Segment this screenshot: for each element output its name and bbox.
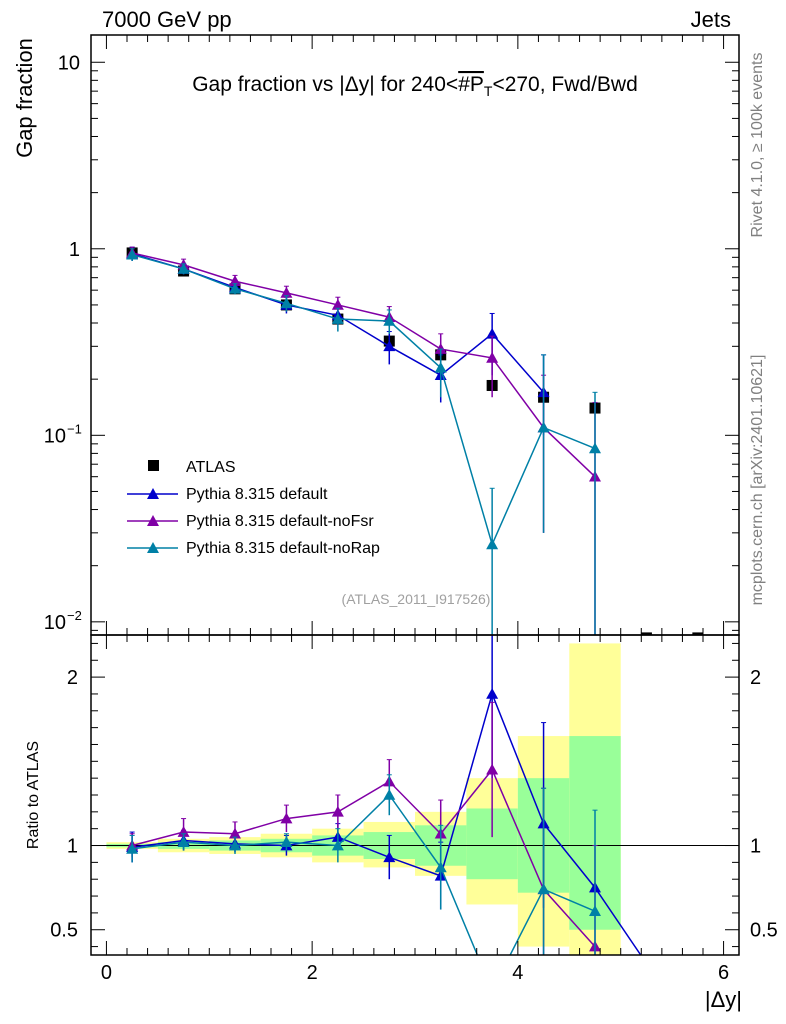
legend-label-norap: Pythia 8.315 default-noRap [186, 540, 380, 557]
title-pt-subscript: T [484, 83, 493, 99]
y-axis-title-top: Gap fraction [12, 38, 37, 158]
top-marker-noRap-8 [537, 421, 550, 433]
ratio-line-noFsr [131, 768, 596, 948]
top-line-noRap [131, 253, 596, 547]
top-marker-noRap-6 [434, 361, 447, 373]
x-axis-title: |Δy| [705, 987, 742, 1012]
atlas-data-point-10 [640, 632, 652, 635]
legend: ATLAS Pythia 8.315 default Pythia 8.315 … [127, 459, 380, 557]
ratio-marker-noRap-3 [280, 836, 293, 847]
title-pt-symbol: #P [458, 73, 484, 96]
top-marker-noRap-2 [229, 282, 241, 294]
mcplots-label: mcplots.cern.ch [arXiv:2401.10621] [749, 355, 766, 606]
legend-label-nofsr: Pythia 8.315 default-noFsr [186, 513, 374, 530]
y-tick-label-top: 10 [58, 52, 80, 74]
ratio-y-tick-label-right: 2 [750, 667, 761, 689]
ratio-panel-frame [90, 634, 740, 956]
ratio-marker-noRap-8 [537, 883, 550, 895]
top-marker-noRap-5 [383, 315, 396, 326]
ratio-marker-noRap-7 [486, 984, 498, 995]
ratio-marker-default-5 [383, 851, 396, 863]
ratio-marker-noFsr-2 [229, 827, 241, 839]
x-tick-label: 2 [307, 962, 318, 984]
legend-marker-default [147, 488, 159, 499]
legend-label-atlas: ATLAS [186, 459, 236, 476]
top-marker-noRap-3 [280, 297, 293, 309]
ratio-y-tick-label-left: 0.5 [50, 920, 78, 942]
ratio-marker-noFsr-1 [177, 826, 190, 837]
ratio-marker-default-10 [640, 957, 652, 968]
ratio-marker-noFsr-7 [486, 763, 499, 775]
header-jets-label: Jets [691, 7, 731, 32]
top-marker-noRap-1 [177, 262, 190, 274]
top-marker-noFsr-6 [434, 343, 447, 354]
y-tick-label-exponent: −1 [67, 421, 82, 436]
analysis-watermark: (ATLAS_2011_I917526) [342, 591, 491, 607]
top-marker-default-5 [383, 340, 396, 352]
chart-title: Gap fraction vs |Δy| for 240<#PT<270, Fw… [192, 73, 638, 99]
top-marker-default-7 [486, 327, 499, 339]
ratio-line-noRap [132, 793, 596, 955]
top-marker-noRap-0 [126, 248, 139, 260]
x-tick-label: 0 [101, 962, 112, 984]
x-tick-label: 4 [512, 962, 523, 984]
top-marker-noRap-4 [331, 313, 344, 324]
legend-marker-norap [147, 542, 159, 553]
y-tick-label-top: 10 [44, 425, 66, 447]
ratio-y-tick-label-left: 1 [67, 836, 78, 858]
y-tick-label-exponent: −2 [67, 608, 82, 623]
y-axis-title-bottom: Ratio to ATLAS [25, 741, 42, 849]
legend-label-default: Pythia 8.315 default [186, 486, 328, 503]
top-panel-marks [126, 246, 704, 635]
top-marker-noFsr-7 [486, 351, 499, 363]
ratio-marker-noRap-2 [229, 839, 241, 851]
y-tick-label-top: 10 [44, 612, 66, 634]
top-marker-noFsr-2 [229, 275, 241, 287]
header-energy-label: 7000 GeV pp [102, 7, 232, 32]
top-line-noFsr [131, 252, 596, 478]
atlas-data-point-11 [692, 632, 704, 635]
ratio-marker-noRap-6 [434, 861, 447, 873]
ratio-marker-noRap-5 [383, 789, 396, 800]
top-marker-noRap-7 [486, 538, 499, 550]
ratio-marker-noRap-0 [126, 842, 139, 854]
ratio-marker-noRap-1 [177, 836, 190, 847]
legend-marker-atlas [148, 460, 159, 471]
ratio-marker-default-7 [486, 687, 499, 699]
y-tick-label-top: 1 [69, 239, 80, 261]
legend-marker-nofsr [147, 515, 159, 526]
ratio-y-tick-label-right: 1 [750, 836, 761, 858]
ratio-y-tick-label-right: 0.5 [750, 920, 778, 942]
x-tick-label: 6 [718, 962, 729, 984]
ratio-marker-noFsr-3 [280, 812, 293, 824]
top-marker-noFsr-4 [331, 298, 344, 310]
top-marker-noFsr-3 [280, 286, 293, 298]
ratio-marker-noFsr-4 [331, 805, 344, 817]
rivet-version-label: Rivet 4.1.0, ≥ 100k events [749, 53, 766, 238]
top-marker-noRap-9 [589, 442, 601, 454]
ratio-panel-marks [91, 635, 739, 995]
ratio-marker-noRap-9 [589, 905, 601, 917]
ratio-y-tick-label-left: 2 [67, 667, 78, 689]
ratio-marker-noRap-4 [331, 839, 344, 851]
